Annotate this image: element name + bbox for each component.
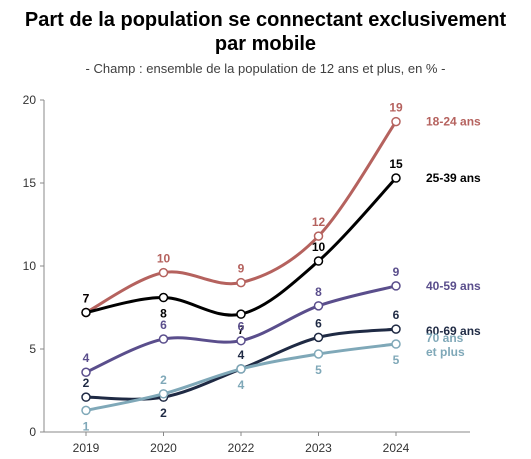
series-legend-label: 70 ans xyxy=(426,331,464,345)
data-point xyxy=(391,281,401,291)
data-label: 9 xyxy=(238,262,245,276)
x-tick-label: 2019 xyxy=(73,441,100,455)
series-line xyxy=(84,176,398,317)
data-label: 19 xyxy=(389,101,403,115)
data-point xyxy=(236,309,246,319)
data-point xyxy=(236,277,246,288)
data-label: 7 xyxy=(83,291,90,305)
data-label: 4 xyxy=(238,378,245,392)
data-point xyxy=(81,405,91,416)
data-label: 1 xyxy=(83,419,90,433)
data-label: 5 xyxy=(393,353,400,367)
y-tick-label: 0 xyxy=(29,425,36,439)
y-tick-label: 20 xyxy=(23,93,37,107)
series-legend-label: 60-69 ans xyxy=(426,324,481,338)
data-label: 2 xyxy=(83,376,90,390)
data-label: 4 xyxy=(238,348,245,362)
data-point xyxy=(391,173,401,183)
data-point xyxy=(81,367,91,377)
data-point xyxy=(313,256,324,266)
x-tick-label: 2023 xyxy=(305,441,332,455)
y-tick-label: 10 xyxy=(23,259,37,273)
x-tick-label: 2024 xyxy=(383,441,410,455)
data-point xyxy=(236,335,246,346)
data-label: 2 xyxy=(160,406,167,420)
x-tick-label: 2022 xyxy=(228,441,255,455)
series-legend-label: 18-24 ans xyxy=(426,115,481,129)
series-legend-label: 25-39 ans xyxy=(426,171,481,185)
data-label: 4 xyxy=(83,351,90,365)
data-label: 7 xyxy=(238,323,245,337)
data-point xyxy=(81,392,91,402)
data-label: 10 xyxy=(312,240,326,254)
data-point xyxy=(391,324,401,334)
series-legend-label: et plus xyxy=(426,345,465,359)
x-tick-label: 2020 xyxy=(150,441,177,455)
data-label: 5 xyxy=(315,363,322,377)
data-point xyxy=(236,364,246,374)
data-label: 10 xyxy=(157,252,171,266)
y-tick-label: 5 xyxy=(29,342,36,356)
data-label: 8 xyxy=(315,285,322,299)
data-point xyxy=(391,116,401,127)
data-point xyxy=(158,292,169,303)
data-point xyxy=(158,267,169,278)
data-point xyxy=(313,332,324,343)
data-point xyxy=(313,231,324,241)
data-label: 12 xyxy=(312,215,326,229)
data-label: 15 xyxy=(389,157,403,171)
data-point xyxy=(158,334,169,344)
data-point xyxy=(158,389,169,399)
data-point xyxy=(81,307,91,318)
data-label: 6 xyxy=(160,318,167,332)
chart-subtitle: - Champ : ensemble de la population de 1… xyxy=(85,61,446,76)
chart-title-line-2: par mobile xyxy=(214,33,317,55)
data-point xyxy=(391,339,401,349)
data-point xyxy=(313,301,324,311)
y-tick-label: 15 xyxy=(23,176,37,190)
data-label: 6 xyxy=(315,316,322,330)
data-label: 6 xyxy=(238,320,245,334)
data-label: 8 xyxy=(160,307,167,321)
data-label: 9 xyxy=(393,265,400,279)
data-label: 7 xyxy=(83,291,90,305)
data-label: 6 xyxy=(393,308,400,322)
chart-title-line-1: Part de la population se connectant excl… xyxy=(24,9,507,31)
series-legend-label: 40-59 ans xyxy=(426,279,481,293)
data-point xyxy=(313,349,324,359)
data-label: 2 xyxy=(160,373,167,387)
